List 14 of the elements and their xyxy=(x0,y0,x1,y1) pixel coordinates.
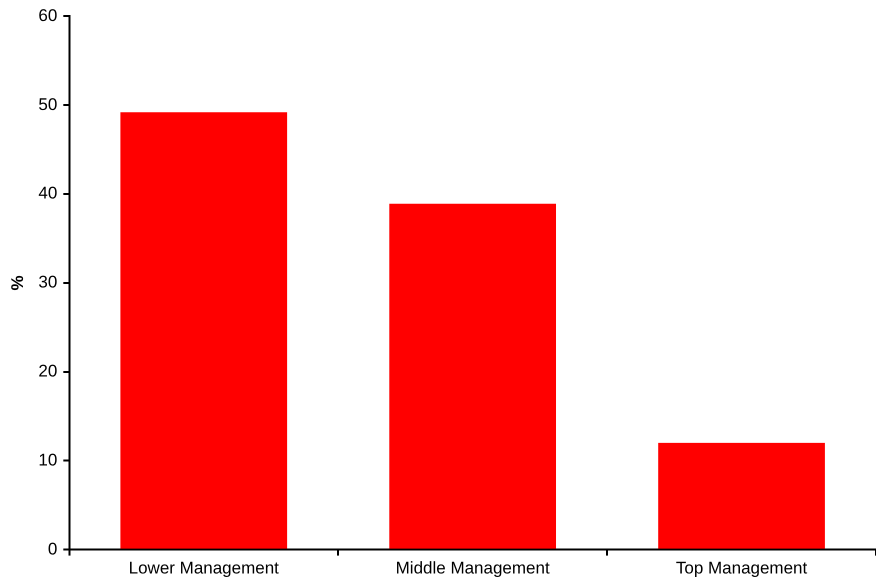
bar xyxy=(389,204,556,549)
y-axis-title: % xyxy=(8,275,27,290)
bar xyxy=(120,112,288,549)
x-tick-label: Top Management xyxy=(676,558,808,578)
y-tick-label: 50 xyxy=(38,94,58,114)
y-tick-label: 10 xyxy=(38,450,58,470)
x-tick-label: Lower Management xyxy=(128,558,280,578)
y-tick-label: 60 xyxy=(38,6,58,25)
x-tick-label: Middle Management xyxy=(396,558,550,578)
y-tick-label: 20 xyxy=(38,361,58,380)
y-tick-label: 0 xyxy=(48,539,58,558)
y-tick-label: 30 xyxy=(38,272,58,292)
y-tick-label: 40 xyxy=(38,184,58,203)
bar xyxy=(658,442,825,549)
